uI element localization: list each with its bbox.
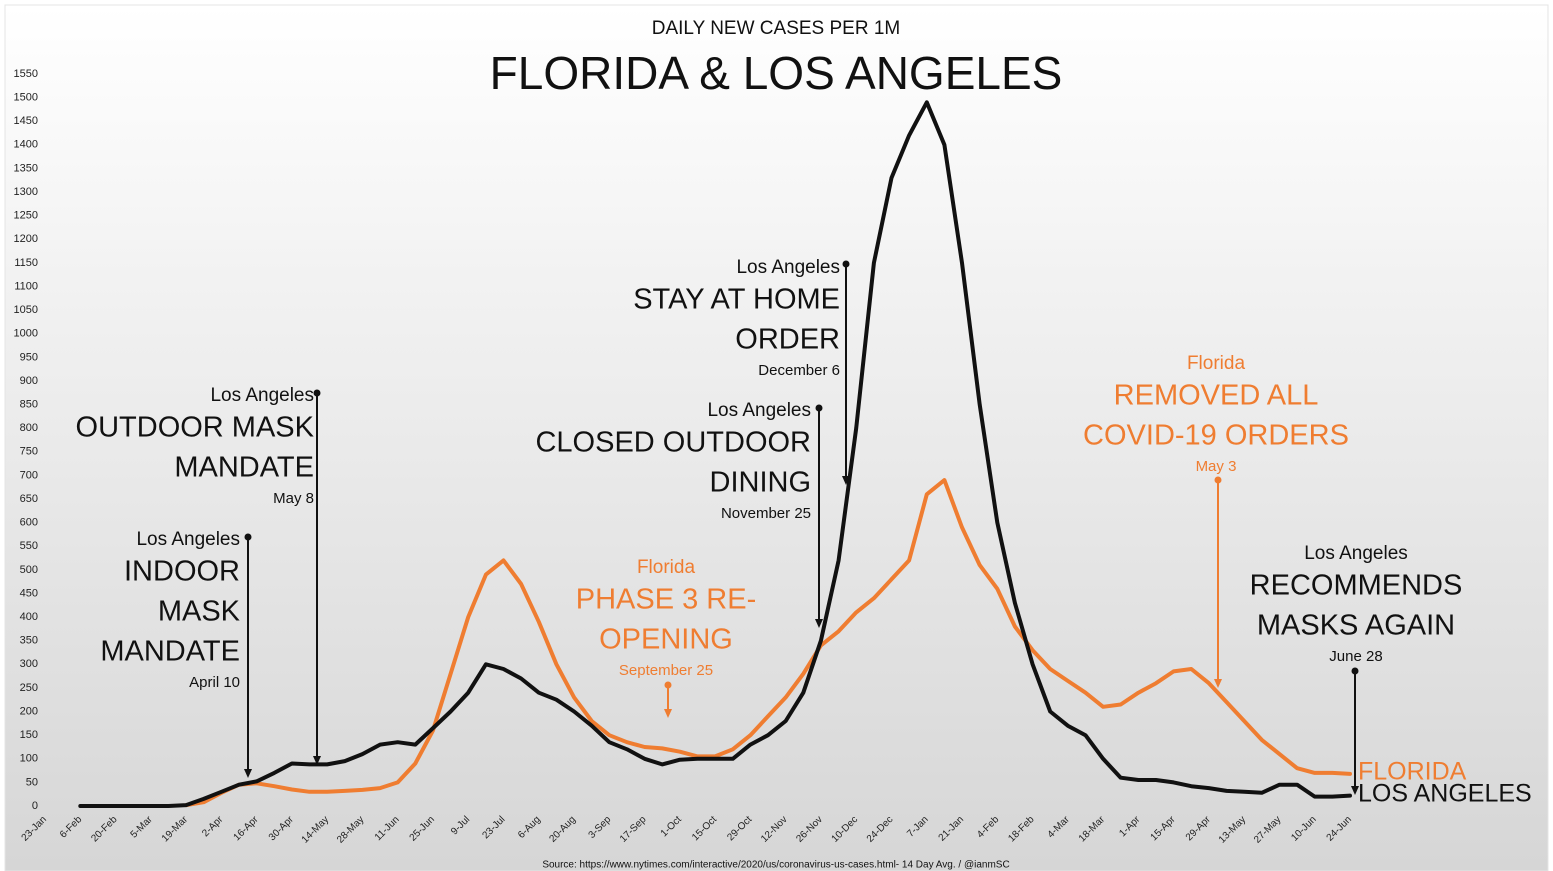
annotation-title: DINING [710, 467, 812, 499]
annotation-title: MANDATE [100, 636, 240, 668]
y-tick-label: 50 [26, 776, 38, 788]
y-tick-label: 1250 [14, 210, 38, 222]
annotation-title: STAY AT HOME [633, 284, 840, 316]
chart-title: FLORIDA & LOS ANGELES [490, 47, 1063, 99]
annotation-location: Florida [1187, 353, 1246, 374]
series-line [184, 478, 1352, 808]
annotation-date: June 28 [1329, 648, 1382, 665]
annotation-arrowhead [842, 476, 850, 485]
y-tick-label: 1200 [14, 233, 38, 245]
annotation-arrowhead [815, 619, 823, 628]
annotation-title: MASKS AGAIN [1257, 610, 1455, 642]
annotation-date: December 6 [758, 362, 840, 379]
annotation-dot [815, 404, 823, 412]
y-tick-label: 1450 [14, 115, 38, 127]
annotation-date: May 8 [273, 490, 314, 507]
y-tick-label: 600 [20, 517, 38, 529]
annotation-title: PHASE 3 RE- [576, 584, 757, 616]
y-tick-label: 700 [20, 469, 38, 481]
annotation-location: Los Angeles [707, 400, 811, 421]
annotation-arrowhead [313, 756, 321, 765]
annotation-title: RECOMMENDS [1250, 570, 1463, 602]
annotation-title: CLOSED OUTDOOR [535, 427, 811, 459]
annotation-title: ORDER [735, 324, 840, 356]
y-tick-label: 350 [20, 635, 38, 647]
y-tick-label: 1350 [14, 162, 38, 174]
annotation-title: REMOVED ALL [1114, 380, 1319, 412]
y-tick-label: 900 [20, 375, 38, 387]
y-tick-label: 100 [20, 753, 38, 765]
y-tick-label: 200 [20, 705, 38, 717]
annotation-arrowhead [1214, 679, 1222, 688]
annotation-date: May 3 [1196, 458, 1237, 475]
annotation-location: Los Angeles [136, 529, 240, 550]
y-tick-label: 1150 [14, 257, 38, 269]
y-tick-label: 1550 [14, 68, 38, 80]
y-tick-label: 0 [32, 800, 38, 812]
y-tick-label: 500 [20, 564, 38, 576]
annotation-dot [313, 389, 321, 397]
annotation-dot [664, 681, 672, 689]
annotation-location: Los Angeles [1304, 543, 1408, 564]
y-tick-label: 400 [20, 611, 38, 623]
y-tick-label: 1000 [14, 328, 38, 340]
y-tick-label: 750 [20, 446, 38, 458]
annotation-location: Florida [637, 557, 696, 578]
y-tick-label: 1050 [14, 304, 38, 316]
annotation-arrowhead [1351, 786, 1359, 795]
y-tick-label: 1300 [14, 186, 38, 198]
annotation-date: September 25 [619, 662, 713, 679]
legend-label: FLORIDA [1358, 758, 1467, 786]
y-tick-label: 1500 [14, 92, 38, 104]
y-tick-label: 1400 [14, 139, 38, 151]
y-tick-label: 550 [20, 540, 38, 552]
annotation-title: OPENING [599, 624, 733, 656]
annotation-dot [1214, 476, 1222, 484]
series-line [78, 100, 1352, 808]
chart-subtitle: DAILY NEW CASES PER 1M [652, 18, 900, 39]
y-tick-label: 250 [20, 682, 38, 694]
annotation-location: Los Angeles [210, 385, 314, 406]
y-tick-label: 800 [20, 422, 38, 434]
annotation-arrowhead [244, 769, 252, 778]
annotation-dot [842, 260, 850, 268]
annotation-title: MASK [158, 596, 241, 628]
y-tick-label: 1100 [14, 280, 38, 292]
y-tick-label: 450 [20, 587, 38, 599]
annotation-date: November 25 [721, 505, 811, 522]
annotation-location: Los Angeles [736, 257, 840, 278]
annotation-title: OUTDOOR MASK [76, 412, 315, 444]
legend-label: LOS ANGELES [1358, 780, 1532, 808]
annotation-date: April 10 [189, 674, 240, 691]
annotation-dot [244, 533, 252, 541]
annotation-title: MANDATE [174, 452, 314, 484]
y-tick-label: 150 [20, 729, 38, 741]
annotation-dot [1351, 667, 1359, 675]
annotation-arrowhead [664, 709, 672, 718]
y-tick-label: 300 [20, 658, 38, 670]
source-note: Source: https://www.nytimes.com/interact… [542, 860, 1009, 871]
y-tick-label: 650 [20, 493, 38, 505]
annotation-title: COVID-19 ORDERS [1083, 420, 1349, 452]
y-tick-label: 850 [20, 398, 38, 410]
annotation-title: INDOOR [124, 556, 240, 588]
y-tick-label: 950 [20, 351, 38, 363]
